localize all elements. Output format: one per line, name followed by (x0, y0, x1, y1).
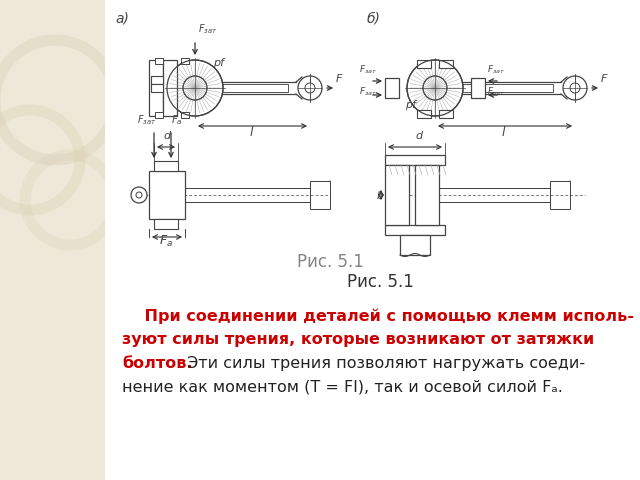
Text: Эти силы трения позволяют нагружать соеди-: Эти силы трения позволяют нагружать соед… (182, 356, 585, 371)
Text: d: d (415, 131, 422, 141)
Polygon shape (105, 0, 640, 480)
Bar (385, 78, 399, 98)
Circle shape (423, 76, 447, 100)
Text: $F_{зaт}$: $F_{зaт}$ (198, 22, 218, 36)
Text: $F_{зaт}$: $F_{зaт}$ (359, 64, 377, 76)
Text: F: F (336, 74, 342, 84)
Text: pf: pf (213, 58, 224, 68)
Text: $F_{зaт}$: $F_{зaт}$ (137, 113, 157, 127)
Text: $F_{зaт}$: $F_{зaт}$ (487, 64, 505, 76)
Text: $F_{зaт}$: $F_{зaт}$ (359, 85, 377, 97)
Text: При соединении деталей с помощью клемм исполь-: При соединении деталей с помощью клемм и… (122, 308, 634, 324)
Bar (439, 110, 453, 118)
Bar (550, 181, 570, 209)
Bar (417, 110, 431, 118)
Text: b: b (377, 191, 383, 201)
Text: нение как моментом (Т = Fl), так и осевой силой Fₐ.: нение как моментом (Т = Fl), так и осево… (122, 380, 563, 395)
Text: $F_{a}$: $F_{a}$ (159, 234, 173, 249)
Bar (181, 112, 189, 118)
Bar (425, 188, 570, 202)
Circle shape (183, 76, 207, 100)
Bar (471, 78, 485, 98)
Bar (151, 76, 163, 84)
Bar (155, 112, 163, 118)
Circle shape (563, 76, 587, 100)
Bar (385, 155, 445, 165)
Bar (155, 58, 163, 64)
Circle shape (407, 60, 463, 116)
Bar (440, 84, 553, 92)
Text: зуют силы трения, которые возникают от затяжки: зуют силы трения, которые возникают от з… (122, 332, 595, 347)
Circle shape (305, 83, 315, 93)
Bar (154, 219, 178, 229)
Text: l: l (502, 126, 506, 139)
Bar (200, 84, 288, 92)
Bar (154, 161, 178, 171)
Bar (415, 165, 439, 225)
Text: болтов.: болтов. (122, 356, 193, 371)
Text: pf: pf (405, 100, 416, 110)
Bar (149, 171, 185, 219)
Bar (151, 84, 163, 92)
Text: l: l (250, 126, 253, 139)
Circle shape (570, 83, 580, 93)
Bar (149, 60, 163, 116)
Bar (385, 165, 409, 225)
Bar (310, 181, 330, 209)
Circle shape (136, 192, 142, 198)
Text: Рис. 5.1: Рис. 5.1 (347, 273, 413, 291)
Bar (385, 225, 445, 235)
Bar (163, 60, 177, 116)
Text: а): а) (115, 11, 129, 25)
Text: $F_{зaт}$: $F_{зaт}$ (487, 85, 505, 97)
Bar (181, 58, 189, 64)
Text: Рис. 5.1: Рис. 5.1 (296, 253, 364, 271)
Bar (417, 60, 431, 68)
Polygon shape (0, 0, 105, 480)
Text: $F_{a}$: $F_{a}$ (171, 113, 183, 127)
Circle shape (131, 187, 147, 203)
Text: б): б) (367, 11, 381, 25)
Bar (439, 60, 453, 68)
Bar (400, 235, 430, 255)
Text: d: d (163, 131, 170, 141)
Bar (185, 188, 320, 202)
Text: F: F (601, 74, 607, 84)
Circle shape (298, 76, 322, 100)
Circle shape (167, 60, 223, 116)
